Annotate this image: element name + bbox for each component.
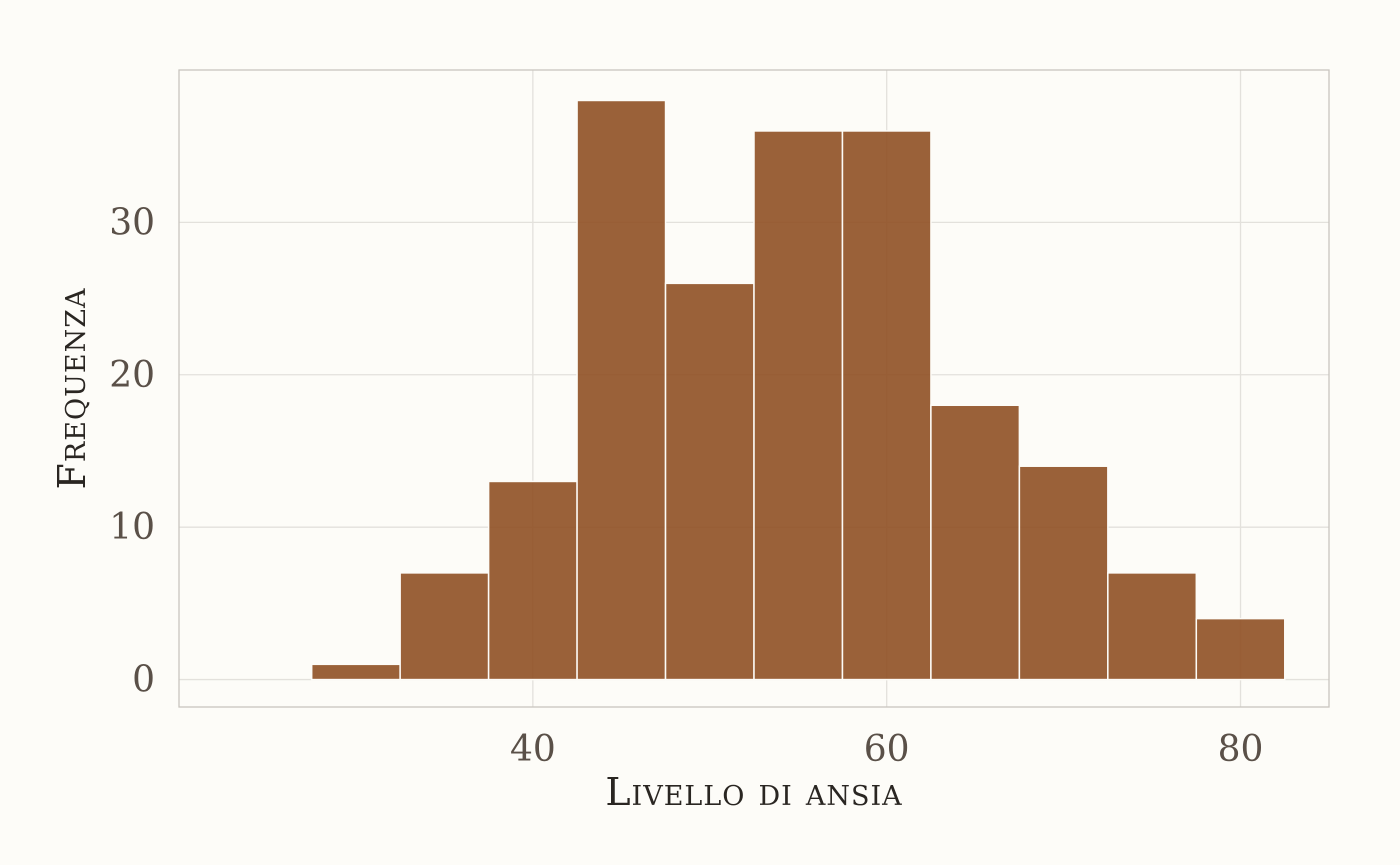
histogram-bar [576,99,667,681]
histogram-bar [930,404,1021,681]
histogram-bar [399,572,490,681]
y-axis-title: Frequenza [50,288,94,490]
histogram-bar [753,130,844,681]
x-tick-label: 80 [1218,729,1264,770]
x-axis-title: Livello di ansia [605,770,902,814]
y-tick-label: 10 [109,507,155,548]
histogram-bar [1107,572,1198,681]
histogram-bar [310,663,401,681]
x-tick-label: 40 [510,729,556,770]
histogram-bar [487,480,578,681]
histogram-bar [1018,465,1109,681]
plot-frame [178,69,1330,708]
histogram-bars [310,99,1286,681]
y-tick-label: 30 [109,202,155,243]
x-axis-ticks: 40 60 80 [510,729,1264,770]
histogram-bar [841,130,932,681]
histogram-bar [664,282,755,681]
histogram-bar [1195,617,1286,681]
y-tick-label: 20 [109,355,155,396]
y-tick-label: 0 [132,660,155,701]
y-axis-ticks: 0 10 20 30 [109,202,155,700]
x-tick-label: 60 [864,729,910,770]
